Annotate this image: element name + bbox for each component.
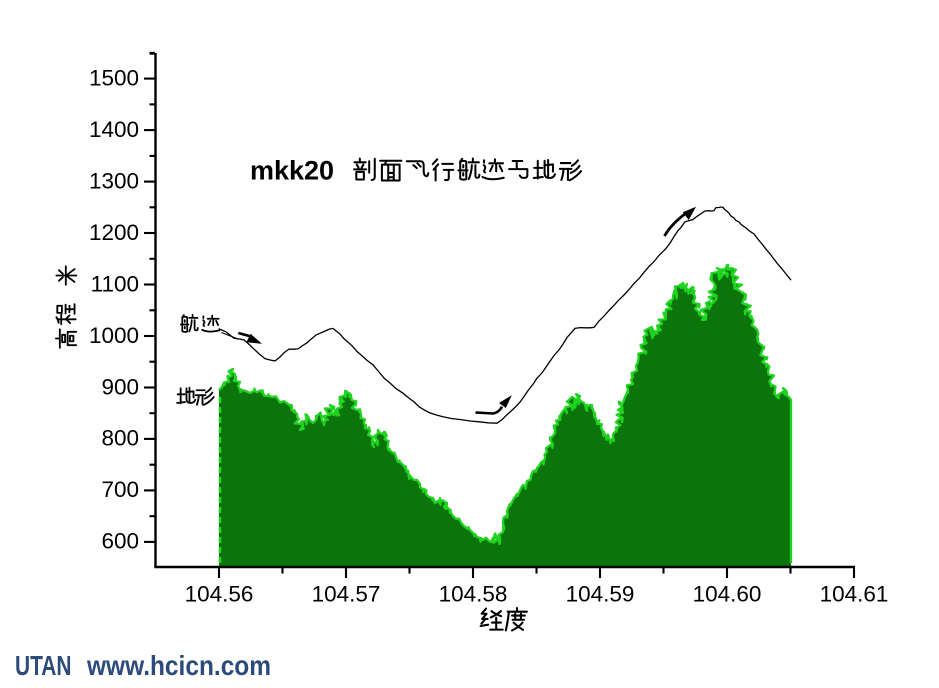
svg-text:800: 800: [101, 426, 139, 451]
svg-text:1500: 1500: [89, 65, 139, 90]
svg-text:900: 900: [101, 374, 139, 399]
svg-text:104.57: 104.57: [312, 582, 381, 607]
svg-text:1400: 1400: [89, 117, 139, 142]
svg-text:1200: 1200: [89, 220, 139, 245]
svg-text:600: 600: [101, 529, 139, 554]
svg-text:www.hcicn.com: www.hcicn.com: [86, 650, 271, 681]
svg-text:104.56: 104.56: [185, 582, 254, 607]
svg-text:mkk20: mkk20: [250, 156, 334, 186]
svg-text:104.58: 104.58: [439, 582, 508, 607]
svg-text:1100: 1100: [91, 271, 139, 296]
svg-text:1300: 1300: [89, 168, 139, 193]
svg-text:700: 700: [101, 477, 139, 502]
svg-text:104.59: 104.59: [566, 582, 635, 607]
svg-text:104.60: 104.60: [693, 582, 762, 607]
svg-text:1000: 1000: [89, 323, 139, 348]
svg-text:UTAN: UTAN: [15, 650, 72, 681]
svg-text:104.61: 104.61: [820, 582, 889, 607]
